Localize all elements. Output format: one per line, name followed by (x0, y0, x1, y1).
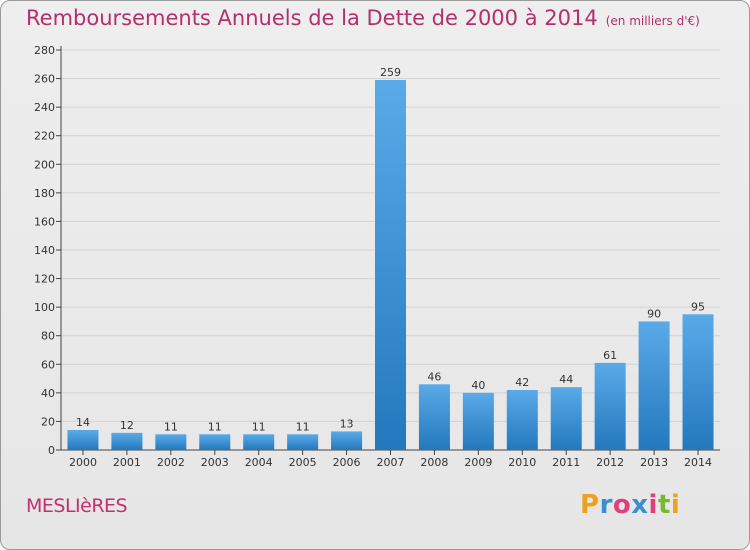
data-label-2007: 259 (380, 66, 401, 79)
x-tick-label: 2005 (289, 456, 317, 469)
y-tick-label: 220 (34, 130, 55, 143)
data-label-2014: 95 (691, 300, 705, 313)
logo-letter: x (631, 490, 649, 520)
y-tick-label: 120 (34, 273, 55, 286)
x-tick-label: 2012 (596, 456, 624, 469)
bar-2008 (418, 384, 450, 450)
y-tick-label: 280 (34, 44, 55, 57)
bar-2001 (111, 432, 143, 450)
bar-2003 (199, 434, 231, 450)
x-tick-label: 2013 (640, 456, 668, 469)
logo-letter: P (580, 490, 600, 520)
bar-2010 (506, 390, 538, 450)
logo-letter: t (657, 490, 671, 520)
bar-2002 (155, 434, 187, 450)
bar-2005 (287, 434, 319, 450)
x-tick-label: 2000 (69, 456, 97, 469)
data-label-2001: 12 (120, 419, 134, 432)
data-label-2002: 11 (164, 420, 178, 433)
data-label-2013: 90 (647, 307, 661, 320)
chart-title: Remboursements Annuels de la Dette de 20… (26, 6, 700, 30)
x-tick-label: 2004 (245, 456, 273, 469)
x-tick-label: 2011 (552, 456, 580, 469)
bar-2013 (638, 321, 670, 450)
bar-2006 (331, 431, 363, 450)
bar-2004 (243, 434, 275, 450)
logo-letter: i (670, 490, 681, 520)
bar-2009 (462, 392, 494, 450)
y-tick-label: 20 (41, 415, 55, 428)
x-tick-label: 2014 (684, 456, 712, 469)
y-tick-label: 160 (34, 215, 55, 228)
commune-name: MESLIèRES (26, 495, 128, 517)
x-tick-label: 2008 (420, 456, 448, 469)
y-tick-label: 80 (41, 330, 55, 343)
x-tick-label: 2007 (377, 456, 405, 469)
y-tick-label: 240 (34, 101, 55, 114)
logo-letter: o (612, 490, 632, 520)
y-tick-label: 40 (41, 387, 55, 400)
y-tick-label: 60 (41, 358, 55, 371)
y-tick-label: 180 (34, 187, 55, 200)
x-tick-label: 2009 (464, 456, 492, 469)
chart-title-text: Remboursements Annuels de la Dette de 20… (26, 6, 598, 30)
data-label-2009: 40 (471, 379, 485, 392)
proxiti-logo: Proxiti (580, 490, 680, 520)
logo-letter: r (599, 490, 613, 520)
data-label-2012: 61 (603, 349, 617, 362)
bar-2007 (375, 80, 406, 450)
bar-2014 (682, 314, 714, 450)
x-tick-label: 2003 (201, 456, 229, 469)
bar-2011 (550, 387, 582, 450)
data-label-2010: 42 (515, 376, 529, 389)
data-label-2011: 44 (559, 373, 573, 386)
x-tick-label: 2001 (113, 456, 141, 469)
chart-unit-label: (en milliers d'€) (605, 14, 700, 28)
data-label-2008: 46 (427, 370, 441, 383)
x-tick-label: 2010 (508, 456, 536, 469)
data-label-2003: 11 (208, 420, 222, 433)
y-tick-label: 140 (34, 244, 55, 257)
bar-2000 (67, 430, 99, 450)
logo-letter: i (648, 490, 658, 520)
y-tick-label: 0 (48, 444, 55, 457)
x-tick-label: 2006 (333, 456, 361, 469)
y-tick-label: 260 (34, 73, 55, 86)
data-label-2005: 11 (296, 420, 310, 433)
y-tick-label: 200 (34, 158, 55, 171)
y-tick-label: 100 (34, 301, 55, 314)
bars: 14 12 11 11 11 11 13 259 46 40 42 44 61 90 95 (67, 66, 714, 450)
bar-2012 (594, 362, 626, 450)
x-tick-label: 2002 (157, 456, 185, 469)
data-label-2004: 11 (252, 420, 266, 433)
data-label-2006: 13 (340, 417, 354, 430)
data-label-2000: 14 (76, 416, 90, 429)
